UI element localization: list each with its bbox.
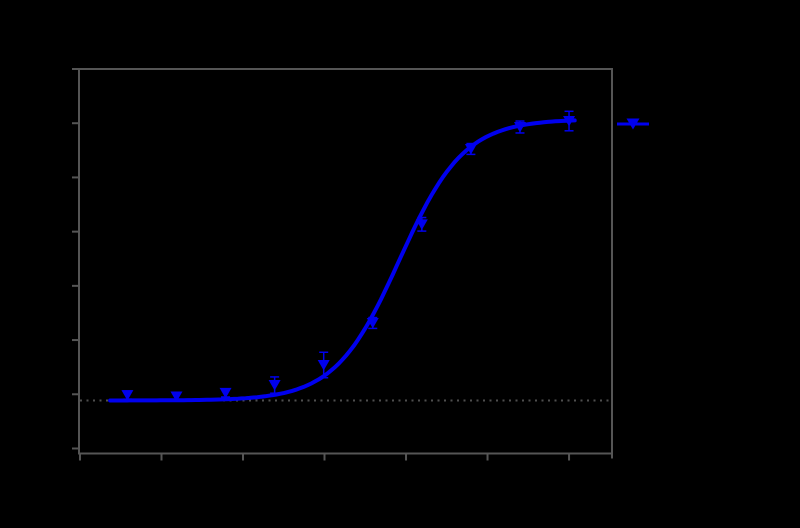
data-point-marker [563, 116, 576, 127]
data-point-marker [415, 219, 428, 230]
data-point-marker [464, 143, 477, 155]
y-tick-label: 100 [39, 113, 70, 134]
data-point-marker [121, 390, 134, 401]
y-tick-label: 80 [49, 167, 70, 188]
plot-frame [78, 68, 613, 455]
x-tick-label: -8 [153, 459, 170, 479]
x-tick-label: -4 [479, 459, 496, 479]
y-tick-label: 120 [39, 59, 70, 79]
x-tick-label: -5 [398, 459, 415, 479]
x-tick-label: -9 [71, 459, 88, 479]
x-tick-label: -7 [234, 459, 251, 479]
y-tick-label: 40 [49, 275, 70, 296]
data-point-marker [170, 391, 183, 402]
y-tick-label: 20 [49, 330, 70, 351]
legend-marker-icon [626, 118, 640, 130]
y-tick-label: -20 [43, 438, 70, 459]
data-point-marker [268, 380, 281, 391]
data-point-marker [366, 317, 379, 329]
ec50-annotation: EC50 = 8.1 μM [186, 228, 321, 250]
data-point-marker [513, 122, 526, 133]
x-tick-label: -6 [316, 459, 333, 479]
legend-label: Agonist response [656, 112, 796, 132]
data-point-marker [219, 387, 232, 399]
x-tick-label: -3 [561, 459, 578, 479]
chart-title: Agonist dose-response curve (mean ± SEM,… [116, 5, 639, 30]
fit-curve [108, 118, 577, 403]
y-tick-label: 0 [59, 384, 70, 405]
y-tick-label: 60 [49, 221, 70, 242]
y-axis-label: Response (% of max) [10, 154, 33, 347]
x-axis-label: Concentration of agonist (M) [159, 483, 413, 505]
data-point-marker [317, 359, 330, 371]
